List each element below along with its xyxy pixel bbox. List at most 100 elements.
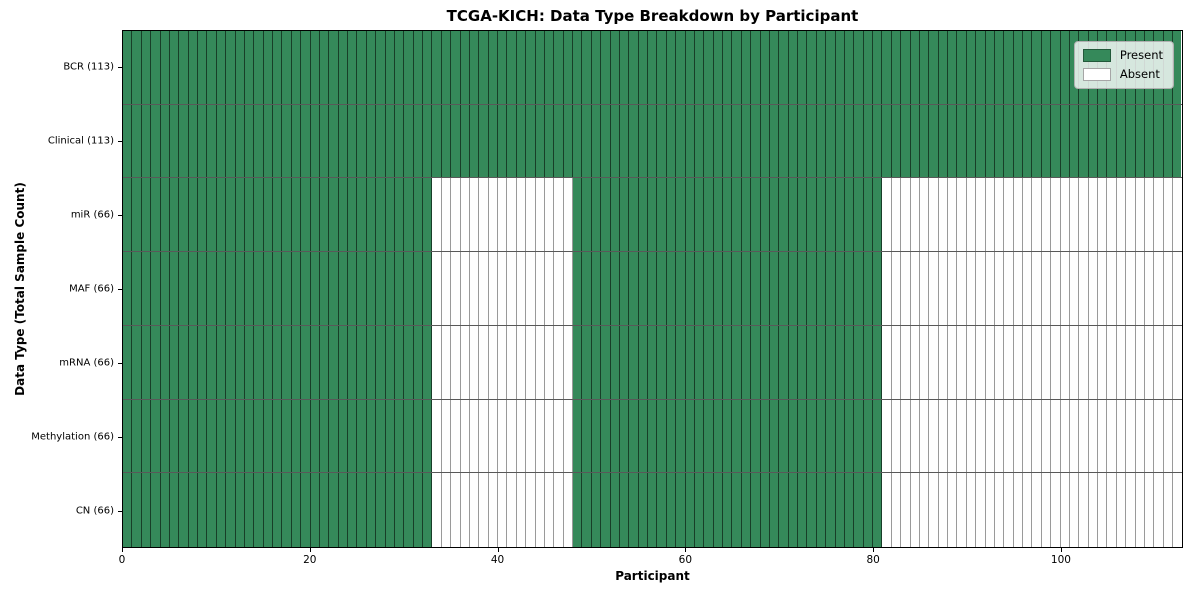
x-tick-label: 100 [1050,554,1071,566]
heatmap-cell-present [741,104,752,178]
heatmap-cell-absent [563,399,573,473]
legend-swatch-absent [1082,68,1111,81]
heatmap-cell-absent [1060,325,1070,399]
heatmap-cell-present [141,252,152,325]
heatmap-cell-present [835,104,845,178]
heatmap-cell-present [854,325,864,399]
heatmap-cell-present [873,104,883,178]
heatmap-cell-present [254,104,264,178]
heatmap-cell-present [141,325,152,399]
heatmap-cell-absent [469,473,480,547]
heatmap-cell-present [432,104,442,178]
heatmap-cell-present [704,399,714,473]
y-tick-label: Clinical (113) [47,135,114,147]
heatmap-cell-present [976,104,986,178]
heatmap-cell-present [254,325,264,399]
heatmap-cell-present [638,325,648,399]
heatmap-cell-present [985,31,995,104]
heatmap-cell-absent [544,252,555,325]
heatmap-cell-present [141,31,152,104]
heatmap-cell-present [694,325,705,399]
heatmap-cell-present [863,252,873,325]
heatmap-cell-present [348,325,358,399]
heatmap-cell-present [751,325,761,399]
heatmap-cell-absent [498,325,508,399]
heatmap-cell-present [1154,104,1164,178]
heatmap-cell-present [385,325,395,399]
heatmap-cell-present [1116,104,1127,178]
heatmap-cell-absent [929,252,939,325]
heatmap-cell-present [235,178,245,252]
heatmap-cell-present [601,31,611,104]
heatmap-cell-absent [994,252,1005,325]
heatmap-cell-present [207,399,217,473]
heatmap-cell-present [319,473,330,547]
heatmap-cell-present [854,473,864,547]
heatmap-cell-absent [488,178,498,252]
heatmap-cell-present [863,31,873,104]
heatmap-cell-present [385,399,395,473]
y-tick-label: MAF (66) [69,283,114,295]
heatmap-cell-present [601,252,611,325]
heatmap-cell-present [807,178,817,252]
y-tick-label: CN (66) [75,505,114,517]
heatmap-cell-present [826,252,836,325]
heatmap-cell-present [873,252,883,325]
heatmap-cell-present [844,325,855,399]
heatmap-cell-present [498,31,508,104]
heatmap-cell-absent [460,325,470,399]
heatmap-cell-present [732,104,742,178]
heatmap-cell-absent [1116,473,1127,547]
heatmap-cell-present [694,31,705,104]
heatmap-cell-absent [1013,325,1023,399]
heatmap-cell-present [282,325,292,399]
heatmap-cell-absent [544,399,555,473]
heatmap-cell-present [657,31,667,104]
heatmap-cell-present [169,399,180,473]
heatmap-cell-absent [1079,252,1089,325]
heatmap-cell-present [1098,104,1108,178]
heatmap-cell-present [526,31,536,104]
heatmap-cell-present [676,104,686,178]
heatmap-cell-absent [1032,473,1042,547]
heatmap-cell-present [404,178,414,252]
heatmap-cell-present [676,178,686,252]
heatmap-cell-absent [1098,252,1108,325]
heatmap-cell-absent [535,325,545,399]
heatmap-cell-present [385,104,395,178]
heatmap-cell-present [535,104,545,178]
heatmap-cell-present [263,31,273,104]
heatmap-cell-absent [882,325,892,399]
heatmap-cell-absent [976,252,986,325]
heatmap-cell-present [694,473,705,547]
heatmap-cell-present [807,399,817,473]
heatmap-cell-present [160,178,170,252]
heatmap-cell-present [310,104,320,178]
heatmap-cell-present [666,104,677,178]
heatmap-cell-present [648,473,658,547]
heatmap-cell-present [141,399,152,473]
heatmap-cell-absent [1163,399,1173,473]
heatmap-cell-present [423,252,433,325]
heatmap-cell-present [310,31,320,104]
heatmap-cell-present [863,325,873,399]
heatmap-cell-absent [929,325,939,399]
heatmap-cell-absent [957,399,967,473]
heatmap-cell-present [169,178,180,252]
heatmap-cell-absent [1173,325,1182,399]
heatmap-cell-absent [544,325,555,399]
heatmap-cell-present [169,325,180,399]
heatmap-cell-present [666,325,677,399]
heatmap-cell-absent [469,178,480,252]
heatmap-cell-absent [1163,473,1173,547]
heatmap-cell-absent [469,252,480,325]
heatmap-cell-absent [1144,325,1155,399]
heatmap-cell-present [507,104,517,178]
heatmap-cell-absent [1163,252,1173,325]
heatmap-cell-present [835,325,845,399]
heatmap-cell-absent [526,399,536,473]
heatmap-cell-present [919,104,930,178]
heatmap-cell-present [357,31,367,104]
heatmap-grid [123,31,1182,547]
heatmap-cell-present [348,31,358,104]
